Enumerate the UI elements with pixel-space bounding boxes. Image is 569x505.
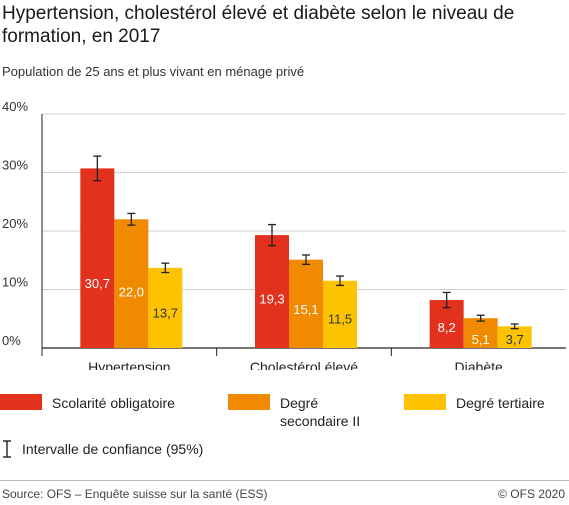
y-tick-label: 40% — [2, 100, 28, 114]
legend-swatch-series1 — [0, 394, 42, 410]
y-tick-label: 0% — [2, 333, 21, 348]
copyright: © OFS 2020 — [498, 487, 565, 501]
legend-label-series3: Degré tertiaire — [456, 395, 545, 411]
y-tick-label: 20% — [2, 216, 28, 231]
ci-legend-label: Intervalle de confiance (95%) — [22, 441, 204, 457]
data-label: 3,7 — [506, 332, 524, 347]
bar — [289, 259, 323, 348]
legend-item-series3: Degré tertiaire — [404, 394, 545, 412]
legend-label-series1: Scolarité obligatoire — [52, 395, 175, 411]
legend-item-series2: Degré secondaire II — [228, 394, 380, 430]
x-tick-label: Hypertension — [88, 359, 171, 370]
bar-chart: 0% 10% 20% 30% 40% 30,7 22,0 13,7 Hypertension 19… — [2, 100, 566, 370]
bar — [463, 318, 498, 348]
bar — [114, 219, 149, 348]
data-label: 19,3 — [259, 291, 284, 306]
bar — [80, 168, 115, 348]
y-tick-label: 30% — [2, 158, 28, 173]
data-label: 13,7 — [153, 306, 178, 321]
chart-title: Hypertension, cholestérol élevé et diabè… — [2, 3, 515, 47]
data-label: 30,7 — [85, 276, 110, 291]
chart-subtitle: Population de 25 ans et plus vivant en m… — [2, 64, 305, 79]
y-tick-label: 10% — [2, 275, 28, 290]
legend-item-series1: Scolarité obligatoire — [0, 394, 175, 412]
data-label: 8,2 — [438, 320, 456, 335]
legend-swatch-series2 — [228, 394, 270, 410]
x-tick-label: Diabète — [455, 359, 503, 370]
legend-swatch-series3 — [404, 394, 446, 410]
x-tick-label: Cholestérol élevé — [250, 359, 358, 370]
legend-label-series2: Degré secondaire II — [280, 395, 361, 429]
bar — [148, 267, 183, 348]
error-bar-icon — [3, 440, 11, 458]
data-label: 15,1 — [293, 302, 318, 317]
bar — [255, 235, 289, 348]
footer-divider — [0, 480, 569, 481]
bar — [497, 326, 532, 348]
ci-legend: Intervalle de confiance (95%) — [0, 440, 203, 458]
data-label: 11,5 — [328, 311, 352, 326]
data-label: 22,0 — [119, 284, 144, 299]
bar — [323, 280, 357, 348]
source-note: Source: OFS – Enquête suisse sur la sant… — [2, 487, 268, 501]
data-label: 5,1 — [472, 332, 490, 347]
